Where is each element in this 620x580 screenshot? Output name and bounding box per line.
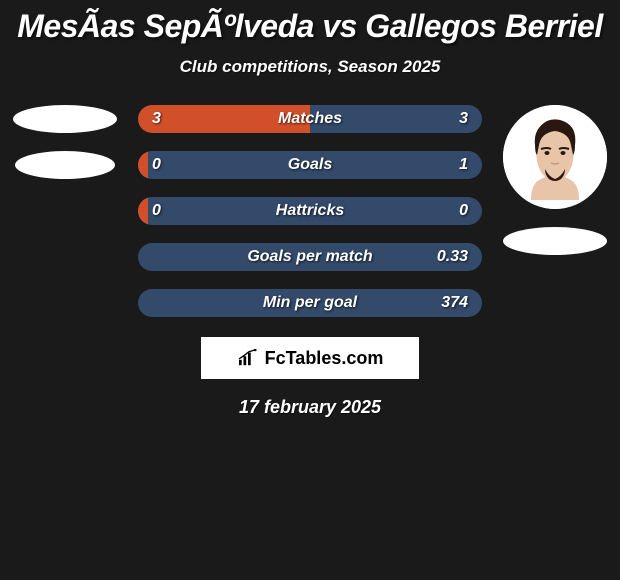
stat-label: Goals xyxy=(288,156,332,174)
player-right-avatar xyxy=(503,105,607,209)
player-left-club-badge xyxy=(15,151,115,179)
stat-bar: 0 Goals 1 xyxy=(138,151,482,179)
player-left-avatar xyxy=(13,105,117,133)
main-content-row: 3 Matches 3 0 Goals 1 0 Hattricks 0 Goals per mat… xyxy=(0,105,620,317)
fctables-logo: FcTables.com xyxy=(201,337,419,379)
stat-value-right: 0 xyxy=(459,202,468,220)
stat-label: Matches xyxy=(278,110,342,128)
stat-bar: 0 Hattricks 0 xyxy=(138,197,482,225)
comparison-infographic: MesÃ­as SepÃºlveda vs Gallegos Berriel C… xyxy=(0,0,620,418)
page-title: MesÃ­as SepÃºlveda vs Gallegos Berriel xyxy=(0,8,620,45)
stat-label: Min per goal xyxy=(263,294,357,312)
stats-column: 3 Matches 3 0 Goals 1 0 Hattricks 0 Goals per mat… xyxy=(138,105,482,317)
player-right-club-badge xyxy=(503,227,607,255)
stat-label: Hattricks xyxy=(276,202,344,220)
stat-value-left: 0 xyxy=(152,202,161,220)
person-icon xyxy=(503,105,607,209)
subtitle: Club competitions, Season 2025 xyxy=(0,57,620,77)
stat-value-left: 0 xyxy=(152,156,161,174)
stat-bar: Goals per match 0.33 xyxy=(138,243,482,271)
chart-icon xyxy=(237,349,259,367)
stat-value-right: 374 xyxy=(441,294,468,312)
stat-label: Goals per match xyxy=(247,248,372,266)
stat-bar: 3 Matches 3 xyxy=(138,105,482,133)
date-label: 17 february 2025 xyxy=(0,397,620,418)
stat-bar: Min per goal 374 xyxy=(138,289,482,317)
player-right-column xyxy=(500,105,610,255)
stat-value-right: 3 xyxy=(459,110,468,128)
stat-fill-left xyxy=(138,151,148,179)
stat-value-right: 0.33 xyxy=(437,248,468,266)
stat-fill-left xyxy=(138,197,148,225)
stat-value-left: 3 xyxy=(152,110,161,128)
logo-text: FcTables.com xyxy=(265,348,384,369)
stat-value-right: 1 xyxy=(459,156,468,174)
player-left-column xyxy=(10,105,120,179)
